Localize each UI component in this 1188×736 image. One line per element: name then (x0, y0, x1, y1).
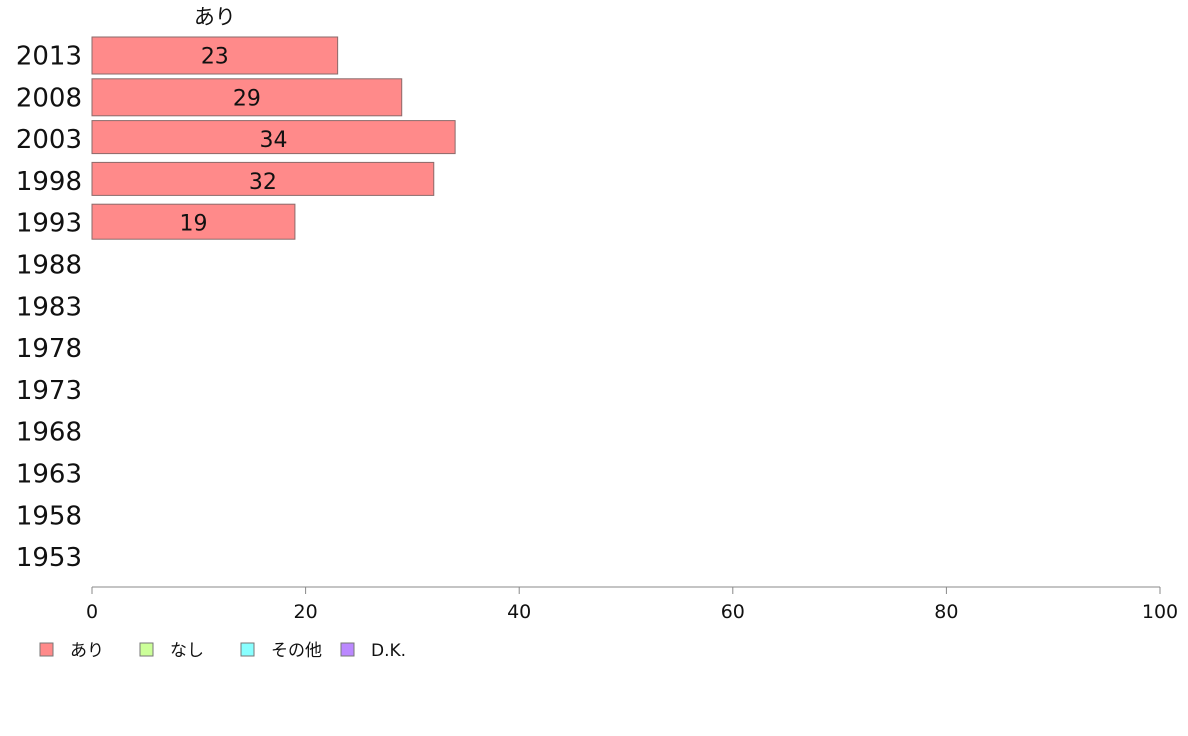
legend-swatch (39, 642, 54, 657)
x-tick-label: 20 (294, 601, 318, 623)
x-axis: 0 20 40 60 80 100 (86, 586, 1178, 623)
category-label: 1973 (16, 376, 82, 406)
x-tick-label: 40 (507, 601, 531, 623)
category-label: 1978 (16, 334, 82, 364)
category-label: 1983 (16, 292, 82, 322)
legend-label: その他 (271, 641, 322, 661)
legend-swatch (340, 642, 355, 657)
bar (91, 36, 339, 75)
category-label: 2003 (16, 125, 82, 155)
x-tick-label: 80 (934, 601, 958, 623)
data-label: 34 (260, 128, 288, 153)
legend-swatch (139, 642, 154, 657)
legend-label: D.K. (371, 641, 406, 661)
category-label: 1953 (16, 543, 82, 573)
x-tick-label: 100 (1142, 601, 1178, 623)
bars-layer (91, 36, 456, 240)
bar (91, 120, 456, 155)
bar (91, 203, 296, 240)
category-label: 1963 (16, 460, 82, 490)
bar (91, 161, 435, 196)
data-label: 32 (249, 170, 277, 195)
series-header-label: あり (194, 5, 236, 29)
data-label: 23 (201, 45, 229, 70)
data-label: 19 (179, 212, 207, 237)
category-label: 1993 (16, 209, 82, 239)
legend-swatch (240, 642, 255, 657)
legend-label: あり (70, 641, 104, 661)
category-label: 2008 (16, 83, 82, 113)
x-tick-label: 60 (721, 601, 745, 623)
labels-layer: あり 2013 23 2008 29 2003 34 1998 32 1993 19 1988 1983… (16, 5, 288, 573)
category-label: 1968 (16, 418, 82, 448)
category-label: 1988 (16, 251, 82, 281)
category-label: 2013 (16, 42, 82, 72)
bar (91, 78, 403, 117)
legend: あり なし その他 D.K. (39, 641, 406, 661)
data-label: 29 (233, 86, 261, 111)
legend-label: なし (170, 641, 204, 661)
category-label: 1958 (16, 501, 82, 531)
x-tick-label: 0 (86, 601, 98, 623)
category-label: 1998 (16, 167, 82, 197)
